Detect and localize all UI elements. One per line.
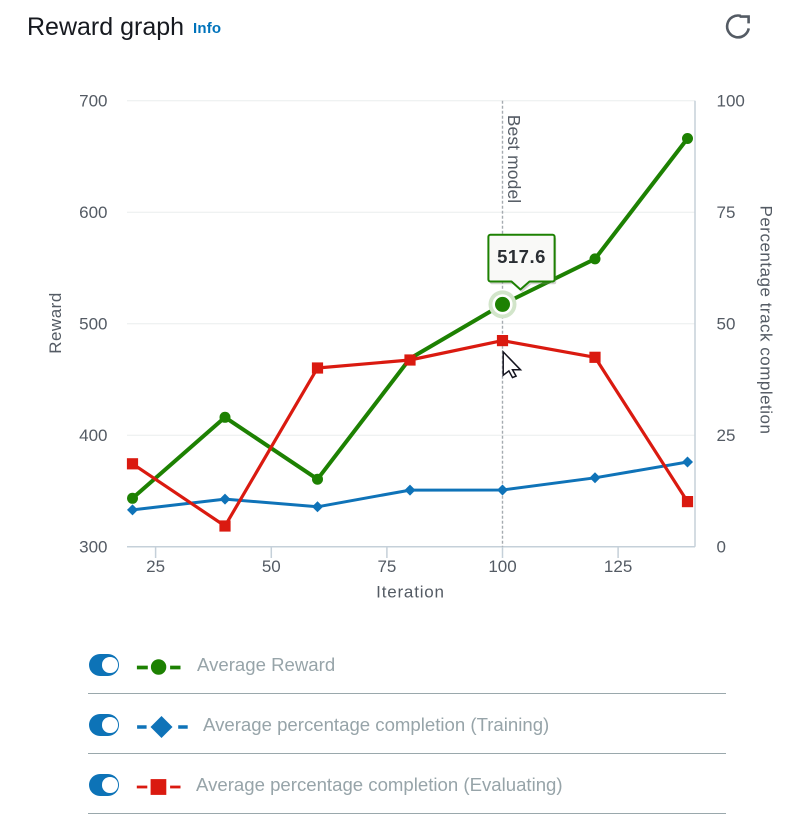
svg-text:400: 400 — [79, 426, 107, 445]
svg-text:75: 75 — [717, 203, 736, 222]
svg-text:Best model: Best model — [504, 115, 524, 204]
svg-text:0: 0 — [717, 538, 726, 557]
svg-text:Iteration: Iteration — [376, 583, 445, 602]
svg-text:100: 100 — [488, 557, 516, 576]
svg-text:25: 25 — [717, 426, 736, 445]
svg-text:125: 125 — [604, 557, 632, 576]
svg-text:500: 500 — [79, 314, 107, 333]
svg-text:25: 25 — [146, 557, 165, 576]
svg-text:100: 100 — [717, 92, 745, 111]
svg-text:Percentage track completion: Percentage track completion — [757, 206, 776, 435]
svg-text:Reward: Reward — [46, 292, 65, 354]
svg-text:700: 700 — [79, 92, 107, 111]
svg-text:300: 300 — [79, 538, 107, 557]
svg-text:50: 50 — [262, 557, 281, 576]
svg-text:50: 50 — [717, 314, 736, 333]
svg-text:75: 75 — [377, 557, 396, 576]
svg-text:517.6: 517.6 — [497, 246, 546, 267]
svg-text:600: 600 — [79, 203, 107, 222]
